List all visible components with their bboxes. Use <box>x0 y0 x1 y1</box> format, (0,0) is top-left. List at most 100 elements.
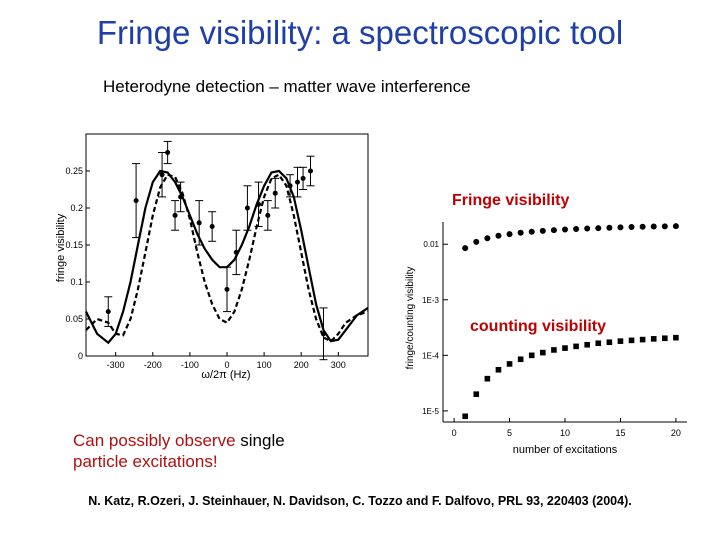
chart1-y-tick-label: 0.05 <box>65 314 83 324</box>
chart2-x-tick-label: 10 <box>560 428 570 438</box>
chart2-y-tick-label: 0.01 <box>423 240 439 249</box>
chart2-fringe-point <box>628 224 635 231</box>
chart1-data-point <box>209 224 215 229</box>
chart1-frame <box>85 133 369 357</box>
chart2-y-axis-label: fringe/counting visibility <box>405 267 416 370</box>
chart1-x-tick-label: -200 <box>144 360 162 370</box>
chart1-solid-fit-curve <box>85 169 369 345</box>
chart1-data-point <box>265 212 271 218</box>
chart2-counting-point <box>606 339 613 346</box>
chart1-y-tick-label: 0 <box>78 351 83 361</box>
chart2-x-axis-label: number of excitations <box>513 444 618 456</box>
chart2-fringe-point <box>562 226 568 233</box>
chart2-counting-point <box>540 349 546 356</box>
chart2-counting-point <box>506 361 513 367</box>
chart2-counting-point <box>584 341 590 348</box>
chart1-data-point <box>244 205 250 211</box>
chart2-counting-point <box>473 391 480 397</box>
chart2-x-tick-label: 20 <box>671 428 681 438</box>
reference-citation: N. Katz, R.Ozeri, J. Steinhauer, N. Davi… <box>88 494 632 508</box>
chart1-data-point <box>256 201 262 207</box>
chart2-y-tick-label: 1E-4 <box>422 351 439 360</box>
chart1-data-point <box>159 172 165 178</box>
chart2-fringe-point <box>495 232 502 239</box>
chart1-data-point <box>165 150 171 155</box>
chart1-dashed-fit-curve <box>85 173 369 343</box>
chart2-fringe-point <box>606 224 613 231</box>
chart2-counting-point <box>495 366 502 373</box>
chart2-fringe-point <box>462 245 469 252</box>
chart1-data-point <box>300 175 306 181</box>
chart1-data-point <box>287 183 293 189</box>
chart1-data-point <box>178 194 184 200</box>
chart1-y-tick-label: 0.1 <box>70 277 83 287</box>
chart1-x-tick-label: -100 <box>181 360 199 370</box>
chart1-curves <box>85 169 369 345</box>
chart2-y-tick-label: 1E-5 <box>422 407 439 416</box>
chart1-x-tick-label: 100 <box>257 360 272 370</box>
chart1-y-tick-label: 0.15 <box>65 240 83 250</box>
chart1-data-point <box>320 331 326 337</box>
note-black-part: single <box>240 431 285 450</box>
chart2-fringe-point <box>672 223 679 230</box>
chart2-x-tick-label: 5 <box>507 428 512 438</box>
chart1-x-tick-label: -300 <box>107 360 125 370</box>
chart1-data-point <box>133 198 139 204</box>
slide-subtitle: Heterodyne detection – matter wave inter… <box>103 77 471 96</box>
note-text: Can possibly observe single particle exc… <box>73 430 285 472</box>
chart2-fringe-point <box>650 223 657 230</box>
chart2-counting-point <box>462 413 468 420</box>
chart2-counting-point <box>484 375 491 382</box>
chart2-points <box>462 223 679 420</box>
chart2-fringe-point <box>539 227 546 234</box>
chart2-counting-point <box>573 343 579 350</box>
note-red-part-1: Can possibly observe <box>73 431 236 450</box>
chart1-data-point <box>172 212 178 218</box>
chart2-fringe-point <box>584 225 591 232</box>
chart1-data-point <box>295 179 300 185</box>
chart1-y-axis-label: fringe visibility <box>55 213 67 282</box>
chart1-data-point <box>105 309 111 315</box>
chart2-fringe-point <box>506 231 513 238</box>
chart1-points <box>104 140 328 361</box>
chart2-counting-point <box>528 352 535 359</box>
chart1-x-axis-label: ω/2π (Hz) <box>201 369 250 381</box>
chart2-counting-point <box>617 338 624 344</box>
note-red-part-2: particle excitations! <box>73 452 218 471</box>
chart1-axes: -300 -200 -100 0 100 200 300 0 0.05 0.1 0.15 0.2 0.2… <box>65 133 369 370</box>
chart1-data-point <box>196 220 202 226</box>
chart2-fringe-point <box>639 223 646 230</box>
chart2-x-tick-label: 0 <box>452 428 457 438</box>
chart1-data-point <box>272 190 278 196</box>
visibility-vs-excitations-chart: 0 5 10 15 20 0.01 1E-3 1E-4 1E-5 number of excit… <box>405 222 687 456</box>
chart2-fringe-point <box>573 225 580 232</box>
chart2-fringe-point <box>595 225 602 232</box>
chart1-y-tick-label: 0.25 <box>65 166 83 176</box>
chart1-data-point <box>233 249 239 255</box>
chart1-data-point <box>224 286 230 292</box>
counting-visibility-label: counting visibility <box>470 318 607 335</box>
slide-title: Fringe visibility: a spectroscopic tool <box>96 14 624 51</box>
chart2-counting-point <box>639 336 646 343</box>
chart2-counting-point <box>650 336 657 342</box>
chart2-axes: 0 5 10 15 20 0.01 1E-3 1E-4 1E-5 <box>422 222 687 438</box>
chart2-fringe-point <box>473 238 480 245</box>
chart2-fringe-point <box>517 229 524 236</box>
chart2-counting-point <box>662 335 668 342</box>
chart1-data-point <box>307 168 313 174</box>
fringe-visibility-label: Fringe visibility <box>452 192 570 209</box>
chart2-counting-point <box>551 347 557 353</box>
chart2-fringe-point <box>617 224 624 231</box>
chart2-fringe-point <box>484 235 491 242</box>
chart1-x-tick-label: 0 <box>224 360 229 370</box>
chart2-fringe-point <box>661 223 668 230</box>
chart2-fringe-point <box>528 228 535 235</box>
chart1-y-tick-label: 0.2 <box>70 203 83 213</box>
fringe-visibility-vs-frequency-chart: -300 -200 -100 0 100 200 300 0 0.05 0.1 0.15 0.2 0.2… <box>55 133 369 381</box>
chart2-counting-point <box>595 340 602 347</box>
chart2-y-tick-label: 1E-3 <box>422 296 439 305</box>
chart2-counting-point <box>517 356 524 363</box>
chart2-counting-point <box>628 337 635 344</box>
chart2-fringe-point <box>550 227 557 234</box>
chart2-counting-point <box>673 334 679 341</box>
